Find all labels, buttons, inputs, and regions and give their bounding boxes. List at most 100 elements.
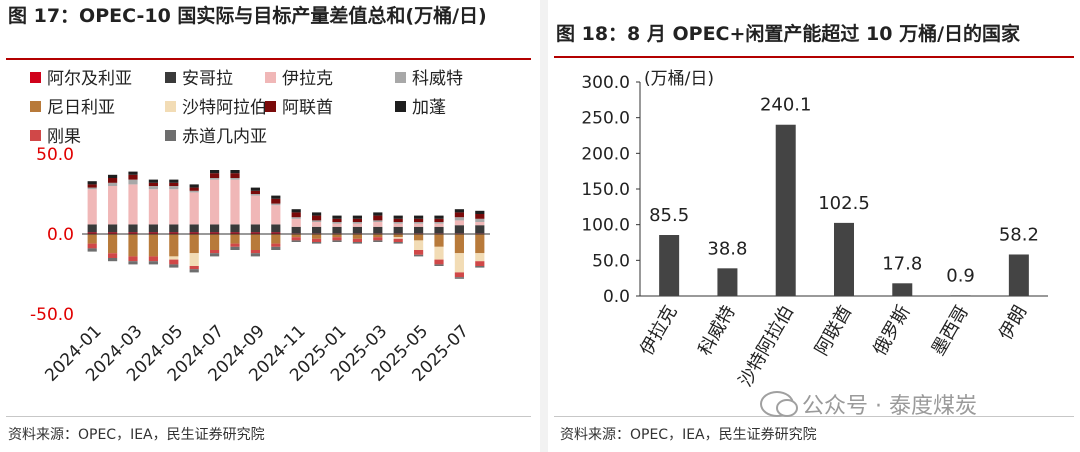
legend-label: 沙特阿拉伯	[182, 98, 267, 118]
bar-segment	[189, 184, 199, 188]
bar-segment	[434, 223, 444, 227]
legend-swatch	[395, 72, 406, 83]
bar-segment	[291, 209, 301, 213]
bar-segment	[210, 232, 220, 234]
right-title-rule	[554, 56, 1074, 58]
bar-segment	[128, 234, 138, 257]
bar-segment	[128, 174, 138, 180]
bar-segment	[189, 269, 199, 273]
legend-swatch	[30, 101, 41, 112]
bar-segment	[250, 194, 260, 196]
bar-segment	[210, 234, 220, 250]
right-source: 资料来源：OPEC，IEA，民生证券研究院	[560, 427, 817, 443]
bar-segment	[393, 234, 403, 238]
bar-segment	[230, 173, 240, 178]
bar-segment	[87, 234, 97, 244]
bar-segment	[373, 222, 383, 227]
bar-segment	[373, 237, 383, 241]
bar-segment	[210, 170, 220, 174]
x-tick-label: 沙特阿拉伯	[735, 302, 798, 390]
bar-segment	[271, 198, 281, 204]
legend-item: 阿联酋	[265, 93, 333, 118]
bar-segment	[414, 240, 424, 250]
bar-segment	[210, 250, 220, 254]
bar-segment	[454, 217, 464, 221]
right-bar-chart: 0.0 50.0 100.0 150.0 200.0 250.0 300.0 (万桶/日) 85…	[581, 69, 1048, 390]
bar-segment	[230, 170, 240, 174]
legend-swatch	[165, 101, 176, 112]
bar-segment	[250, 187, 260, 191]
legend-swatch	[395, 101, 406, 112]
bar-segment	[393, 223, 403, 227]
bar-segment	[189, 266, 199, 270]
bar-segment	[434, 264, 444, 266]
bar-value-label: 38.8	[707, 238, 747, 259]
bar-segment	[250, 232, 260, 234]
bar-segment	[454, 272, 464, 278]
bar-segment	[128, 232, 138, 234]
bar-segment	[148, 232, 158, 234]
legend-label: 安哥拉	[182, 69, 233, 89]
bar-segment	[434, 226, 444, 234]
bar-segment	[271, 246, 281, 250]
bar-segment	[352, 234, 362, 239]
bar-segment	[312, 238, 322, 242]
bar	[775, 124, 796, 296]
bar-segment	[250, 195, 260, 225]
bar-segment	[148, 186, 158, 190]
bar-segment	[87, 224, 97, 233]
bar-segment	[148, 224, 158, 233]
bar-segment	[189, 224, 199, 233]
bar-segment	[393, 238, 403, 242]
bar-segment	[434, 218, 444, 222]
bar-segment	[373, 234, 383, 238]
watermark-text: 公众号 · 泰度煤炭	[802, 394, 977, 419]
left-footer-rule	[6, 416, 531, 417]
x-tick-label: 墨西哥	[928, 302, 973, 359]
bar-segment	[169, 179, 179, 183]
bar-segment	[352, 223, 362, 227]
bar-segment	[169, 189, 179, 225]
legend-label: 赤道几内亚	[182, 127, 267, 147]
bar-segment	[108, 234, 118, 254]
legend-item: 科威特	[395, 64, 463, 89]
bar-segment	[148, 261, 158, 265]
bar-segment	[148, 179, 158, 183]
bar-segment	[312, 242, 322, 244]
left-source: 资料来源：OPEC，IEA，民生证券研究院	[8, 427, 265, 443]
bar-segment	[148, 256, 158, 262]
bar-segment	[128, 179, 138, 185]
bar-segment	[108, 174, 118, 178]
bar-segment	[373, 220, 383, 222]
y-tick-label: 100.0	[581, 216, 630, 236]
legend-item: 伊拉克	[265, 64, 333, 89]
bar-value-label: 240.1	[760, 95, 812, 116]
bar-segment	[128, 261, 138, 265]
bar-segment	[230, 246, 240, 250]
bar-segment	[312, 220, 322, 222]
bar-segment	[108, 232, 118, 234]
right-figure: 图 18：8 月 OPEC+闲置产能超过 10 万桶/日的国家 0.0 50.0 1…	[548, 0, 1080, 452]
bar-segment	[312, 212, 322, 216]
bar	[950, 295, 971, 297]
bar-segment	[87, 181, 97, 185]
bar-segment	[189, 190, 199, 193]
bar	[717, 268, 738, 296]
legend-item: 赤道几内亚	[165, 122, 267, 147]
x-tick-label: 俄罗斯	[869, 302, 914, 359]
bar-segment	[87, 232, 97, 234]
legend-label: 刚果	[47, 127, 81, 147]
bar-segment	[148, 234, 158, 257]
bar-segment	[108, 182, 118, 186]
bar-segment	[271, 195, 281, 199]
bar-segment	[169, 182, 179, 186]
bar-segment	[332, 240, 342, 242]
left-figure-title: 图 17：OPEC-10 国实际与目标产量差值总和(万桶/日)	[8, 5, 487, 27]
legend-label: 阿联酋	[282, 98, 333, 118]
legend-label: 加蓬	[412, 98, 446, 118]
bar-segment	[108, 178, 118, 183]
bar-segment	[312, 234, 322, 239]
bar-segment	[87, 243, 97, 249]
bar-segment	[169, 259, 179, 265]
legend-item: 沙特阿拉伯	[165, 93, 267, 118]
